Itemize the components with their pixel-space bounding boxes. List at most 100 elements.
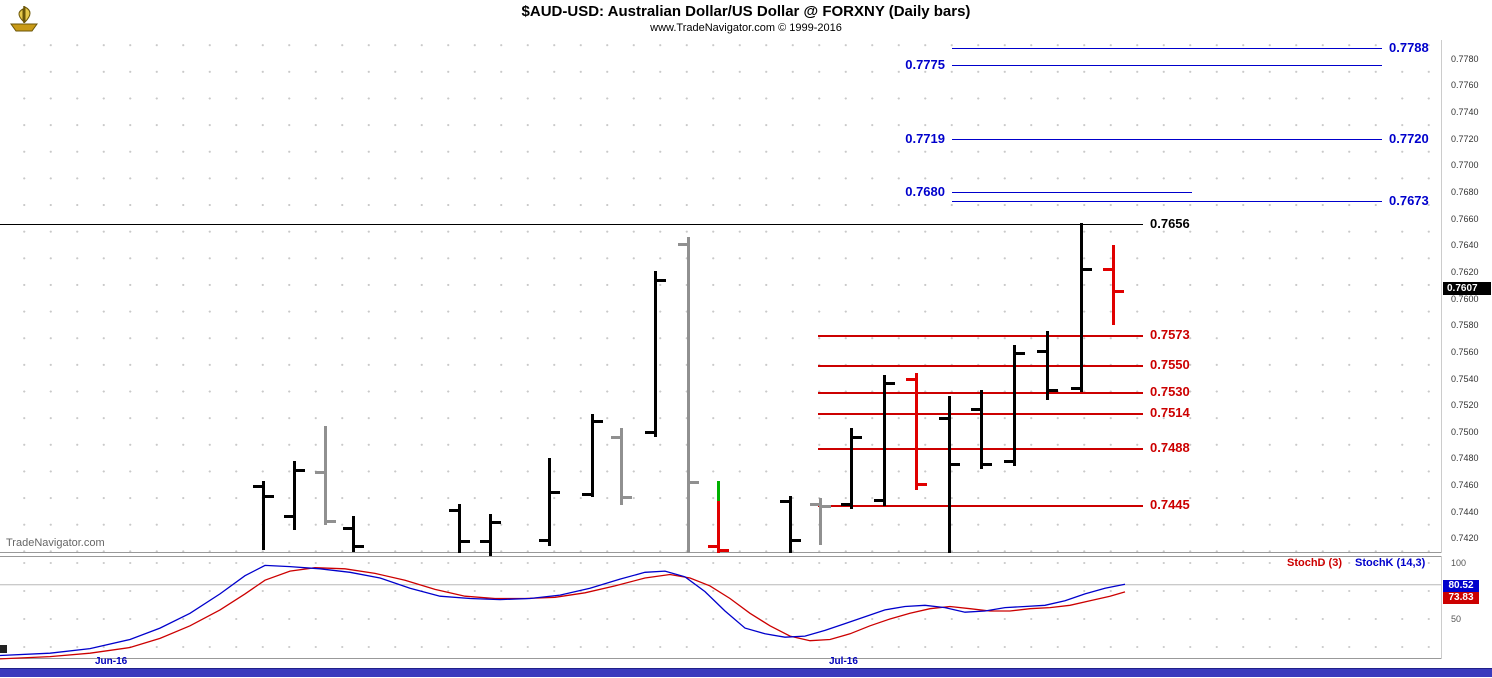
open-tick xyxy=(780,500,789,503)
chart-subtitle: www.TradeNavigator.com © 1999-2016 xyxy=(650,22,842,34)
tradenavigator-logo xyxy=(8,3,40,35)
level-line xyxy=(0,223,1143,225)
price-axis-label: 0.7780 xyxy=(1451,53,1479,64)
level-line xyxy=(952,48,1382,49)
price-axis-label: 0.7440 xyxy=(1451,506,1479,517)
level-label: 0.7550 xyxy=(1150,357,1190,373)
level-label: 0.7775 xyxy=(905,57,945,73)
open-tick xyxy=(939,417,948,421)
open-tick xyxy=(678,242,687,246)
chart-title: $AUD-USD: Australian Dollar/US Dollar @ … xyxy=(521,3,971,20)
close-tick xyxy=(918,482,927,486)
price-bar xyxy=(1046,330,1049,400)
open-tick xyxy=(971,408,980,412)
level-label: 0.7680 xyxy=(905,183,945,199)
level-label: 0.7573 xyxy=(1150,326,1190,342)
open-tick xyxy=(841,502,850,506)
close-tick xyxy=(461,540,470,543)
price-bar xyxy=(850,427,853,509)
level-line xyxy=(818,365,1143,368)
price-bar xyxy=(352,515,355,552)
open-tick xyxy=(253,485,262,489)
open-tick xyxy=(284,514,293,518)
price-bar xyxy=(883,374,886,507)
stochk-value-badge: 80.52 xyxy=(1443,580,1479,592)
close-tick xyxy=(822,505,831,509)
price-axis-label: 0.7680 xyxy=(1451,186,1479,197)
price-axis-label: 0.7560 xyxy=(1451,346,1479,357)
close-tick xyxy=(690,481,699,485)
price-axis-label: 0.7600 xyxy=(1451,293,1479,304)
stochastic-panel[interactable] xyxy=(0,556,1441,660)
price-bar xyxy=(1013,345,1016,467)
price-axis-label: 0.7460 xyxy=(1451,480,1479,491)
open-tick xyxy=(539,538,548,542)
price-axis[interactable]: 0.7607 0.7780 0.7760 0.7740 0.7720 0.7700 0.7… xyxy=(1441,40,1492,553)
stochd-line xyxy=(0,567,1126,660)
level-label: 0.7488 xyxy=(1150,439,1190,455)
stochastic-axis: 100 50 80.52 73.83 xyxy=(1441,556,1492,659)
open-tick xyxy=(315,470,324,474)
level-label: 0.7445 xyxy=(1150,497,1190,512)
open-tick xyxy=(1103,268,1112,272)
close-tick xyxy=(551,490,560,494)
panel-resize-handle[interactable] xyxy=(0,645,7,653)
stochd-label: StochD (3) xyxy=(1287,557,1342,569)
open-tick xyxy=(1004,460,1013,464)
price-bar-segment xyxy=(717,481,720,501)
open-tick xyxy=(874,498,883,502)
price-bar xyxy=(458,503,461,553)
price-bar xyxy=(654,270,657,438)
open-tick xyxy=(708,545,717,549)
timeline-scrollbar[interactable] xyxy=(0,668,1492,677)
close-tick xyxy=(623,496,632,499)
level-line xyxy=(952,138,1382,140)
price-bar xyxy=(620,427,623,505)
timeline: Jun-16 Jul-16 xyxy=(0,656,1492,668)
open-tick xyxy=(645,430,654,434)
price-axis-label: 0.7740 xyxy=(1451,107,1479,117)
open-tick xyxy=(1037,349,1046,353)
close-tick xyxy=(355,545,364,549)
price-bar xyxy=(948,395,951,553)
level-line xyxy=(952,201,1382,203)
price-axis-label: 0.7700 xyxy=(1451,160,1479,171)
stoch-scale-50: 50 xyxy=(1451,614,1462,624)
price-bar xyxy=(293,461,296,531)
close-tick xyxy=(983,462,992,466)
close-tick xyxy=(594,420,603,424)
level-label: 0.7788 xyxy=(1389,40,1429,55)
close-tick xyxy=(1083,268,1092,272)
close-tick xyxy=(657,278,666,282)
price-bar xyxy=(1112,245,1115,326)
stochd-value-badge: 73.83 xyxy=(1443,592,1479,604)
close-tick xyxy=(1016,352,1025,356)
price-axis-label: 0.7480 xyxy=(1451,453,1479,464)
close-tick xyxy=(853,436,862,440)
price-axis-label: 0.7500 xyxy=(1451,426,1479,437)
level-line xyxy=(952,65,1382,67)
close-tick xyxy=(720,549,729,553)
price-bar xyxy=(789,495,792,553)
price-bar xyxy=(489,514,492,557)
level-label: 0.7656 xyxy=(1150,215,1190,231)
date-label-jul: Jul-16 xyxy=(829,656,858,667)
stochk-line xyxy=(0,564,1126,657)
price-axis-label: 0.7660 xyxy=(1451,213,1479,224)
price-bar xyxy=(591,414,594,497)
price-axis-label: 0.7620 xyxy=(1451,266,1479,277)
price-chart-area[interactable]: 0.7788 0.7775 0.7719 0.7720 0.7680 0.7673 0.76… xyxy=(0,40,1441,557)
close-tick xyxy=(327,520,336,523)
open-tick xyxy=(449,509,458,513)
level-label: 0.7720 xyxy=(1389,130,1429,146)
watermark: TradeNavigator.com xyxy=(6,537,105,549)
price-axis-label: 0.7420 xyxy=(1451,533,1479,544)
level-label: 0.7514 xyxy=(1150,405,1190,421)
price-axis-label: 0.7640 xyxy=(1451,240,1479,251)
close-tick xyxy=(1049,389,1058,393)
stochastic-lines xyxy=(0,564,1441,660)
close-tick xyxy=(492,521,501,525)
price-axis-label: 0.7520 xyxy=(1451,400,1479,411)
close-tick xyxy=(792,538,801,542)
